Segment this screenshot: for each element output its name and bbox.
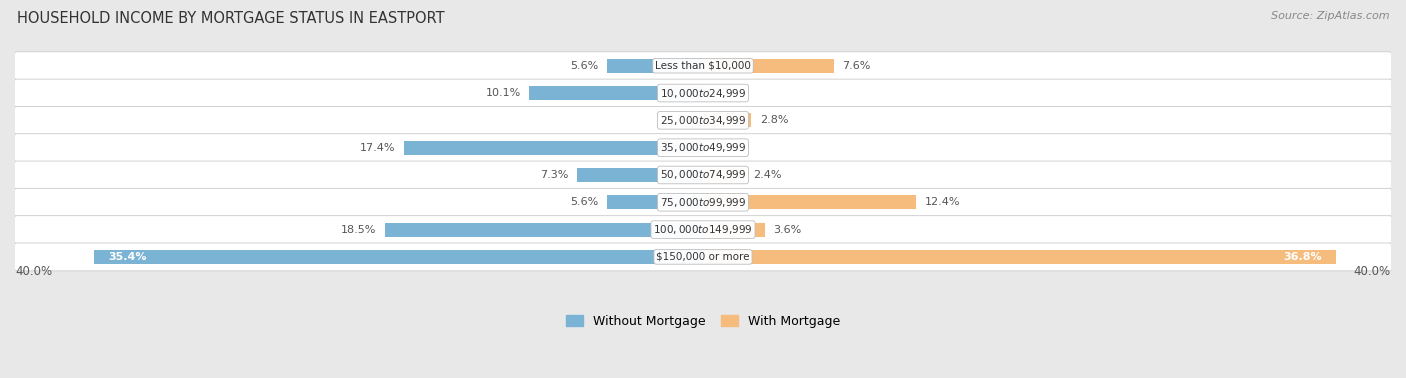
FancyBboxPatch shape <box>14 161 1392 189</box>
Text: 2.4%: 2.4% <box>752 170 782 180</box>
Bar <box>94 250 703 264</box>
Bar <box>703 195 917 209</box>
Text: $100,000 to $149,999: $100,000 to $149,999 <box>654 223 752 236</box>
Bar <box>385 223 703 237</box>
Bar <box>703 223 765 237</box>
Text: 10.1%: 10.1% <box>485 88 520 98</box>
FancyBboxPatch shape <box>14 107 1392 134</box>
Text: 40.0%: 40.0% <box>15 265 52 279</box>
Text: 0.0%: 0.0% <box>666 115 695 125</box>
Text: HOUSEHOLD INCOME BY MORTGAGE STATUS IN EASTPORT: HOUSEHOLD INCOME BY MORTGAGE STATUS IN E… <box>17 11 444 26</box>
Text: $10,000 to $24,999: $10,000 to $24,999 <box>659 87 747 99</box>
Bar <box>606 59 703 73</box>
Text: 40.0%: 40.0% <box>1354 265 1391 279</box>
Bar <box>703 168 744 182</box>
FancyBboxPatch shape <box>14 188 1392 216</box>
Text: $50,000 to $74,999: $50,000 to $74,999 <box>659 169 747 181</box>
Text: Source: ZipAtlas.com: Source: ZipAtlas.com <box>1271 11 1389 21</box>
FancyBboxPatch shape <box>14 134 1392 162</box>
FancyBboxPatch shape <box>14 216 1392 243</box>
Text: $150,000 or more: $150,000 or more <box>657 252 749 262</box>
Bar <box>529 86 703 100</box>
Bar <box>703 250 1336 264</box>
FancyBboxPatch shape <box>14 243 1392 271</box>
Bar <box>703 59 834 73</box>
Text: 7.3%: 7.3% <box>540 170 569 180</box>
Text: $75,000 to $99,999: $75,000 to $99,999 <box>659 196 747 209</box>
Text: 0.0%: 0.0% <box>711 143 740 153</box>
Legend: Without Mortgage, With Mortgage: Without Mortgage, With Mortgage <box>565 315 841 328</box>
Text: $25,000 to $34,999: $25,000 to $34,999 <box>659 114 747 127</box>
Text: 17.4%: 17.4% <box>360 143 395 153</box>
Text: 12.4%: 12.4% <box>925 197 960 207</box>
FancyBboxPatch shape <box>14 79 1392 107</box>
Text: 5.6%: 5.6% <box>569 61 598 71</box>
Text: 36.8%: 36.8% <box>1284 252 1322 262</box>
Text: 18.5%: 18.5% <box>340 225 377 235</box>
Text: 0.0%: 0.0% <box>711 88 740 98</box>
Bar <box>703 113 751 127</box>
Bar <box>404 141 703 155</box>
Text: 5.6%: 5.6% <box>569 197 598 207</box>
Bar <box>606 195 703 209</box>
Text: 7.6%: 7.6% <box>842 61 870 71</box>
FancyBboxPatch shape <box>14 52 1392 80</box>
Text: 3.6%: 3.6% <box>773 225 801 235</box>
Text: $35,000 to $49,999: $35,000 to $49,999 <box>659 141 747 154</box>
Text: 2.8%: 2.8% <box>759 115 789 125</box>
Text: Less than $10,000: Less than $10,000 <box>655 61 751 71</box>
Text: 35.4%: 35.4% <box>108 252 146 262</box>
Bar <box>578 168 703 182</box>
